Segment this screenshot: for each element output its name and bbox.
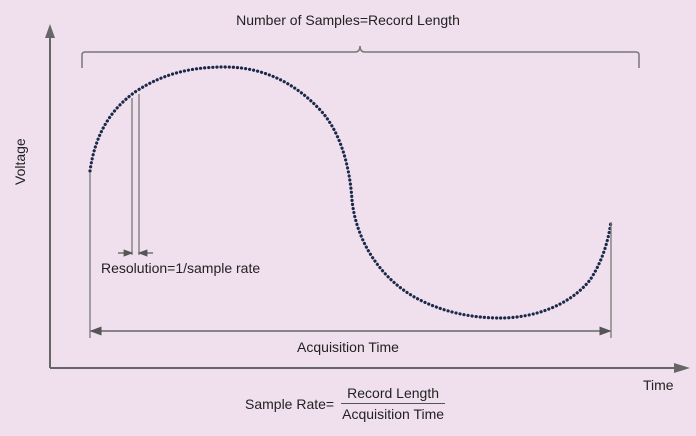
acquisition-time-label: Acquisition Time — [297, 339, 399, 355]
formula-numerator: Record Length — [341, 385, 445, 404]
x-axis-arrow-icon — [674, 363, 690, 373]
y-axis-label: Voltage — [12, 138, 28, 185]
resolution-label: Resolution=1/sample rate — [101, 260, 261, 276]
formula-fraction: Record Length Acquisition Time — [336, 385, 450, 422]
formula-lhs: Sample Rate= — [245, 395, 335, 412]
x-axis-label: Time — [643, 377, 674, 393]
x-axis — [50, 363, 690, 373]
sample-rate-formula: Sample Rate= Record Length Acquisition T… — [245, 385, 450, 422]
formula-denominator: Acquisition Time — [342, 406, 445, 422]
y-axis — [45, 24, 55, 368]
y-axis-arrow-icon — [45, 24, 55, 38]
record-length-title: Number of Samples=Record Length — [236, 12, 460, 28]
record-length-bracket — [81, 45, 640, 68]
sampled-waveform — [88, 65, 613, 320]
